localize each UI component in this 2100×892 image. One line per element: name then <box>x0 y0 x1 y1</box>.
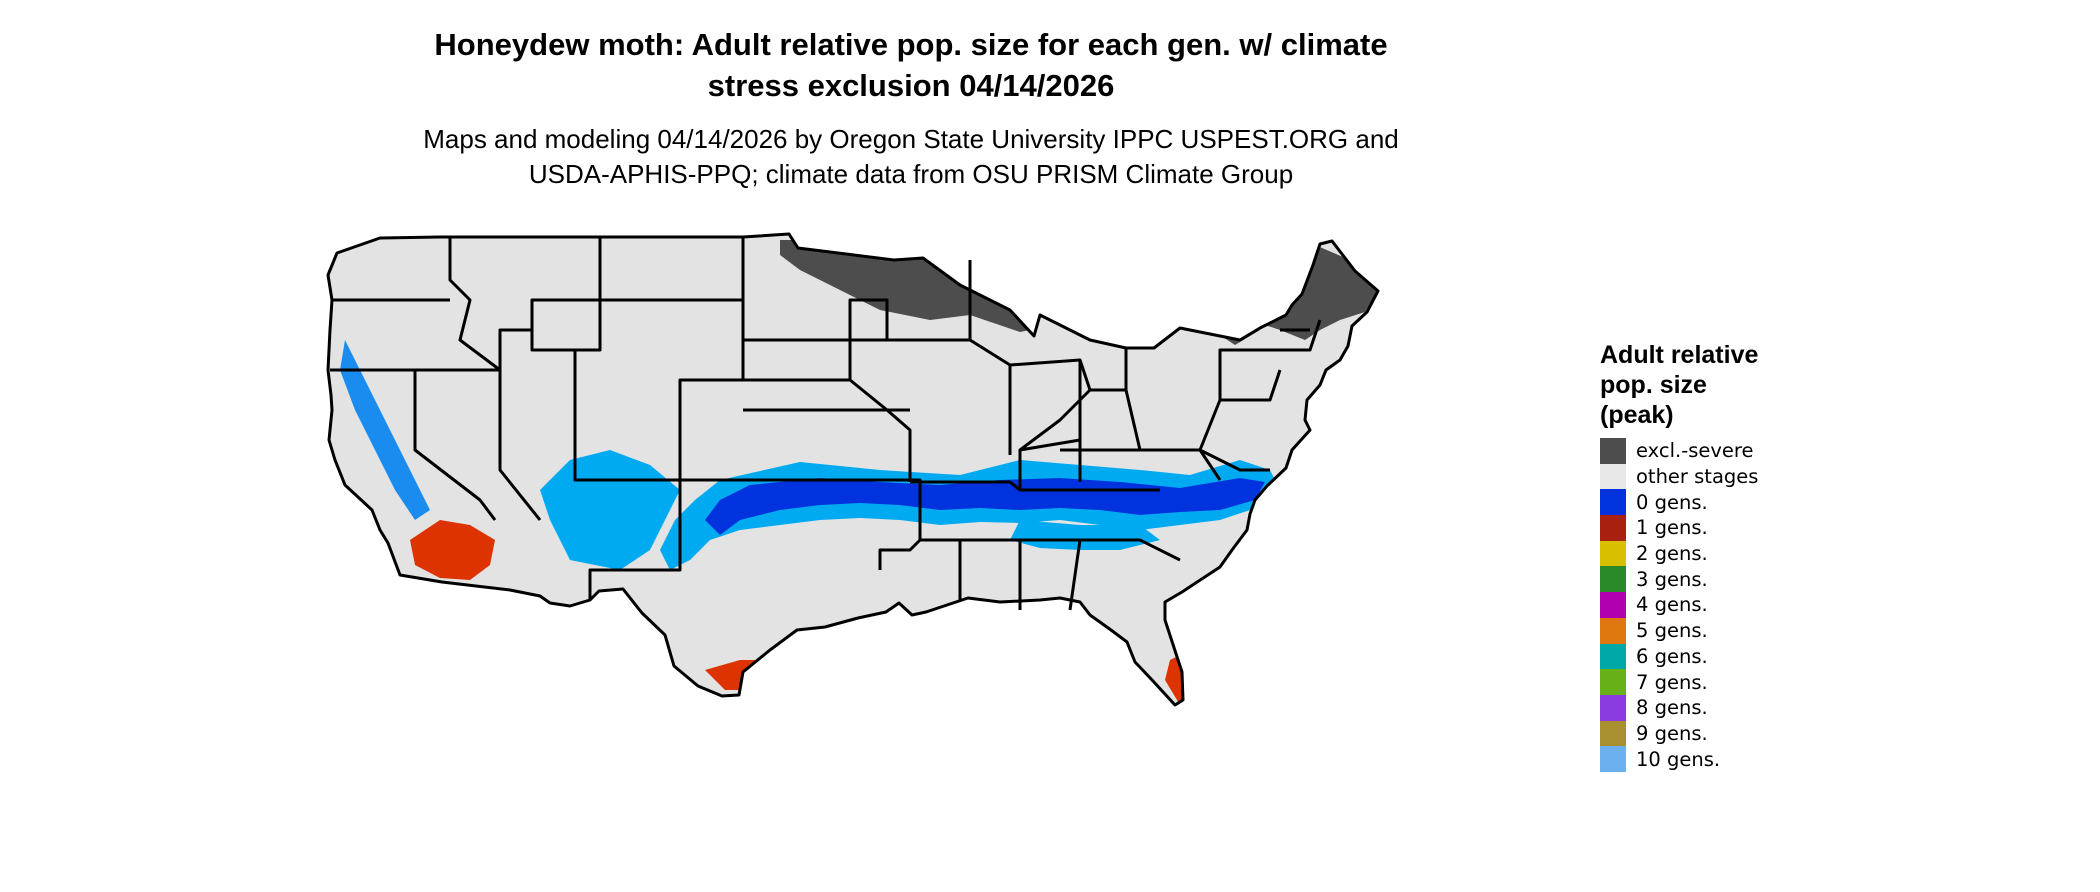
legend-item: other stages <box>1600 463 1759 490</box>
map-subtitle-line-2: USDA-APHIS-PPQ; climate data from OSU PR… <box>528 159 1294 189</box>
legend-swatch <box>1600 515 1626 541</box>
legend-item: 1 gens. <box>1600 515 1758 541</box>
legend-label: 3 gens. <box>1636 567 1708 591</box>
legend-swatch <box>1600 540 1626 567</box>
legend-title-line-3: (peak) <box>1600 401 1674 429</box>
legend-item: 2 gens. <box>1600 540 1758 567</box>
legend-title-line-1: Adult relative <box>1600 341 1759 369</box>
map-title-line-2: stress exclusion 04/14/2026 <box>707 68 1115 103</box>
legend-swatch <box>1600 463 1626 490</box>
map-legend: Adult relative pop. size (peak) excl.-se… <box>1600 340 1758 772</box>
map-title-line-1: Honeydew moth: Adult relative pop. size … <box>434 27 1388 62</box>
zero-gens-band-southeast <box>1010 520 1160 550</box>
zero-gens-band-california <box>340 340 430 520</box>
state-borders <box>326 232 1380 707</box>
legend-item: 0 gens. <box>1600 489 1758 516</box>
legend-swatch <box>1600 643 1626 670</box>
legend-item: 10 gens. <box>1600 746 1758 772</box>
legend-swatch <box>1600 489 1626 516</box>
zero-gens-band-inner <box>705 478 1265 535</box>
legend-label: 5 gens. <box>1636 619 1708 643</box>
legend-label: 7 gens. <box>1636 670 1708 694</box>
legend-title: Adult relative pop. size (peak) <box>1600 340 1758 430</box>
legend-label: other stages <box>1636 465 1759 489</box>
legend-swatch <box>1600 746 1626 772</box>
legend-label: 9 gens. <box>1636 721 1708 745</box>
legend-swatch <box>1600 669 1626 695</box>
excl-severe-region-minnesota <box>780 240 1030 332</box>
map-title: Honeydew moth: Adult relative pop. size … <box>0 24 1822 106</box>
legend-label: 10 gens. <box>1636 747 1721 771</box>
legend-item: 9 gens. <box>1600 720 1758 747</box>
legend-item: 3 gens. <box>1600 566 1758 593</box>
legend-item: 5 gens. <box>1600 617 1758 644</box>
legend-label: 0 gens. <box>1636 490 1708 514</box>
map-subtitle: Maps and modeling 04/14/2026 by Oregon S… <box>0 122 1822 192</box>
legend-label: 2 gens. <box>1636 542 1708 566</box>
legend-swatch <box>1600 720 1626 747</box>
legend-item: 6 gens. <box>1600 643 1758 670</box>
legend-swatch <box>1600 592 1626 618</box>
legend-swatch <box>1600 694 1626 721</box>
legend-label: 4 gens. <box>1636 593 1708 617</box>
legend-label: 8 gens. <box>1636 696 1708 720</box>
map-subtitle-line-1: Maps and modeling 04/14/2026 by Oregon S… <box>423 124 1399 154</box>
legend-label: 6 gens. <box>1636 644 1708 668</box>
legend-item: 8 gens. <box>1600 694 1758 721</box>
legend-title-line-2: pop. size <box>1600 371 1707 399</box>
legend-label: excl.-severe <box>1636 439 1754 463</box>
legend-label: 1 gens. <box>1636 516 1708 540</box>
legend-item: 7 gens. <box>1600 669 1758 695</box>
legend-swatch <box>1600 566 1626 593</box>
legend-swatch <box>1600 617 1626 644</box>
legend-items: excl.-severe other stages 0 gens. 1 gens. 2 … <box>1600 438 1758 772</box>
legend-swatch <box>1600 438 1626 464</box>
legend-item: excl.-severe <box>1600 438 1758 464</box>
legend-item: 4 gens. <box>1600 592 1758 618</box>
one-gens-region-arizona <box>410 520 495 580</box>
us-map <box>326 232 1380 707</box>
